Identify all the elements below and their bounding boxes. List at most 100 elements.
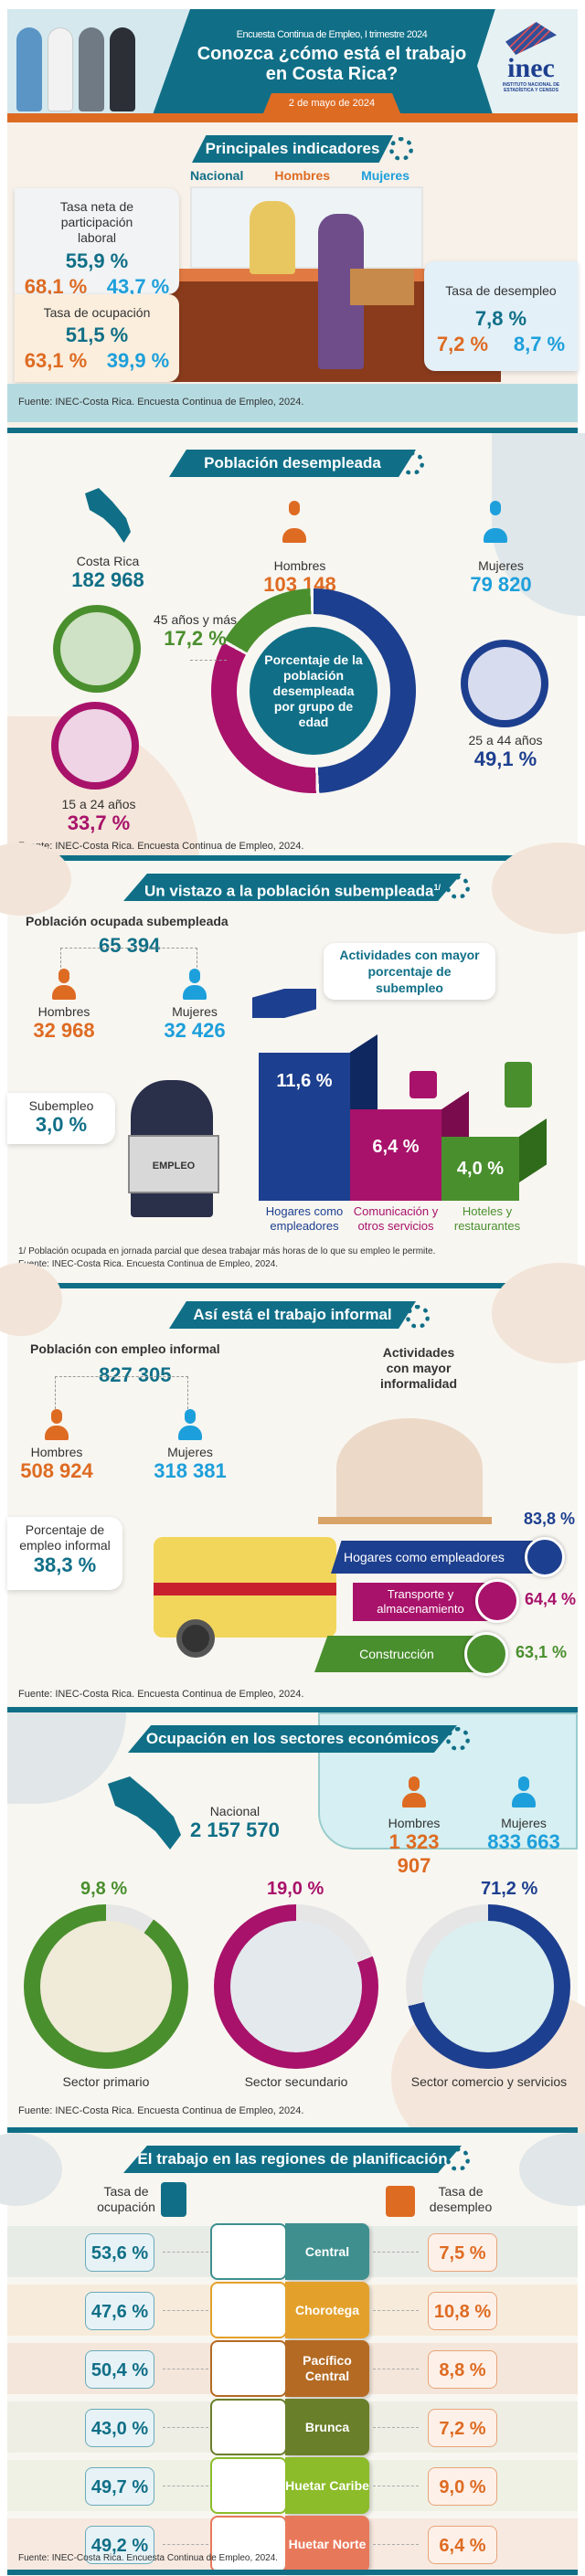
section-divider [7,855,578,861]
legend: Nacional Hombres Mujeres [190,168,410,183]
split-connector [55,1376,188,1409]
legend-hombres: Hombres [274,168,331,183]
hombres-stat: Hombres 103 148 [236,501,364,597]
participacion-label: Tasa neta de participación laboral [59,199,134,245]
ocupacion-value: 53,6 % [85,2233,154,2272]
subempleada-total: 65 394 [99,934,161,957]
desempleo-value: 8,8 % [428,2350,497,2389]
costa-rica-map-icon [85,488,131,543]
desempleo-label: Tasa de desempleo [445,283,557,298]
fuente-bar [7,384,578,422]
bar-label-hoteles: Hoteles y restaurantes [453,1204,521,1233]
box-illustration [350,269,414,305]
hombres-label: Hombres [273,558,326,573]
mujeres-value: 833 663 [487,1830,560,1853]
section-title: Así está el trabajo informal [169,1301,416,1329]
section-divider [7,2127,578,2133]
card-participacion: Tasa neta de participación laboral 55,9 … [15,188,179,298]
desempleo-value: 9,0 % [428,2467,497,2506]
region-map-icon [210,2282,287,2338]
gear-icon [446,1727,470,1751]
section-title-text: Un vistazo a la población subempleada [144,882,434,900]
fuente-text: Fuente: INEC-Costa Rica. Encuesta Contin… [18,841,304,852]
mujeres-value: 318 381 [154,1459,227,1482]
section-principales-indicadores: Principales indicadores Nacional Hombres… [7,122,578,433]
connector-line [163,2427,208,2428]
group-label: 15 a 24 años [61,797,136,811]
connector-line [163,2252,208,2253]
desempleo-value: 7,2 % [428,2409,497,2447]
informal-total: 827 305 [99,1363,172,1386]
hombres-label: Hombres [388,1816,441,1830]
nacional-stat: Nacional 2 157 570 [190,1804,280,1842]
gear-icon [446,875,470,899]
costa-rica-stat: Costa Rica 182 968 [44,488,172,592]
woman-icon [183,969,207,1000]
gear-icon [400,451,424,475]
mujeres-label: Mujeres [172,1004,218,1019]
subempleo-value: 3,0 % [35,1113,88,1136]
group-value: 17,2 % [164,627,227,650]
connector-line [190,660,227,661]
actividad-hogares: Hogares como empleadores [331,1541,541,1574]
region-row-huetar-caribe: 49,7 % Huetar Caribe 9,0 % [7,2457,578,2514]
desempleo-header: Tasa de desempleo [429,2184,493,2214]
gear-icon [446,2147,470,2171]
fuente-text: Fuente: INEC-Costa Rica. Encuesta Contin… [18,1689,304,1700]
connector-line [373,2310,419,2311]
desempleo-nacional: 7,8 % [474,307,527,330]
decor-shape [519,2133,585,2206]
section-divider [7,428,578,433]
actividad-construccion: Construcción [314,1636,479,1672]
bar-hoteles-side [519,1118,547,1182]
group-45-plus: 45 años y más 17,2 % [154,612,237,651]
gear-icon [389,137,413,161]
section-title: El trabajo en las regiones de planificac… [123,2146,462,2173]
desempleo-value: 7,5 % [428,2233,497,2272]
hombres-stat: Hombres 32 968 [27,969,101,1043]
region-name: Huetar Norte [285,2516,369,2572]
group-15-24: 15 a 24 años 33,7 % [58,797,140,835]
ocupacion-value: 50,4 % [85,2350,154,2389]
costa-rica-label: Costa Rica [76,554,140,568]
construction-worker-illustration [230,1921,362,2052]
sector-comercio-value: 71,2 % [481,1879,538,1899]
sector-secundario-ring [214,1904,378,2069]
truck-stripe [154,1583,336,1595]
connector-line [373,2427,419,2428]
farmer-illustration [40,1921,172,2052]
engineer-icon [110,27,135,111]
logo-institution: INSTITUTO NACIONAL DE ESTADÍSTICA Y CENS… [502,82,560,93]
footnote-text: 1/ Población ocupada en jornada parcial … [18,1246,436,1256]
unemployed-person-icon [386,2186,415,2217]
woman-icon [512,1776,536,1807]
decor-shape [7,1712,126,1804]
ocupacion-hombres: 63,1 % [24,349,88,372]
hombres-value: 508 924 [20,1459,93,1482]
porcentaje-informal-card: Porcentaje de empleo informal 38,3 % [7,1517,122,1590]
actividad-transporte: Transporte y almacenamiento [353,1583,488,1621]
split-connector [60,948,197,981]
bar-comunicacion: 6,4 % [350,1109,441,1201]
section-regiones: El trabajo en las regiones de planificac… [0,2133,585,2576]
mujeres-stat: Mujeres 79 820 [437,501,565,597]
group-value: 49,1 % [473,747,537,770]
newspaper-icon: EMPLEO [128,1135,219,1193]
actividades-informal-title: Actividades con mayor informalidad [379,1345,457,1391]
crane-icon [464,1632,508,1676]
worker-at-desk-icon [161,2182,186,2217]
hombres-value: 1 323 907 [388,1830,440,1877]
nacional-label: Nacional [209,1804,261,1818]
sector-secundario-value: 19,0 % [267,1879,324,1899]
hombres-label: Hombres [37,1004,90,1019]
porcentaje-informal-value: 38,3 % [33,1553,97,1576]
connector-line [163,2544,208,2545]
region-row-huetar-norte: 49,2 % Huetar Norte 6,4 % [7,2516,578,2572]
fuente-text: Fuente: INEC-Costa Rica. Encuesta Contin… [18,1259,279,1269]
desempleo-mujeres: 8,7 % [513,333,566,355]
fuente-text: Fuente: INEC-Costa Rica. Encuesta Contin… [18,397,304,408]
participacion-hombres: 68,1 % [24,275,88,298]
costa-rica-map-icon [108,1776,181,1850]
mujeres-stat: Mujeres 833 663 [483,1776,565,1854]
section-title: Ocupación en los sectores económicos [128,1725,457,1753]
